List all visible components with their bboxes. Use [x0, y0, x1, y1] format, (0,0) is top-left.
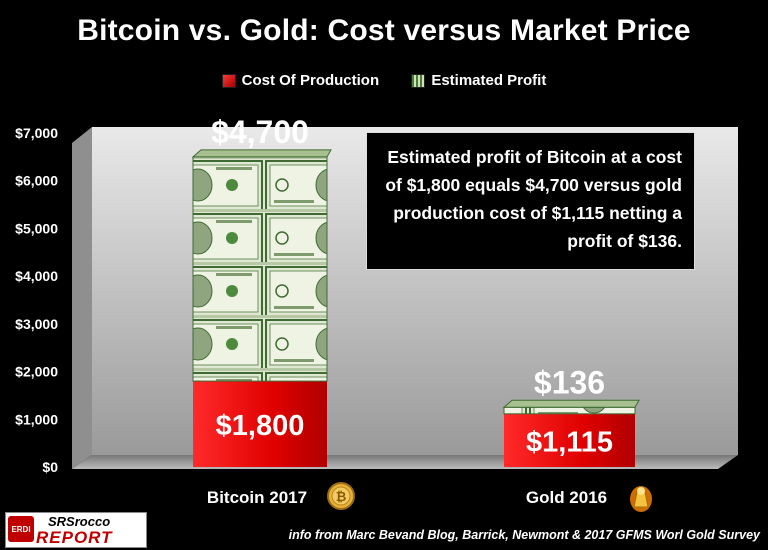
logo-mark: ERDI [8, 516, 34, 542]
x-category-label: Gold 2016 [526, 488, 607, 507]
data-label-profit: $136 [534, 364, 605, 400]
y-tick-label: $4,000 [15, 268, 58, 284]
chart-title: Bitcoin vs. Gold: Cost versus Market Pri… [77, 14, 691, 47]
logo-line2: REPORT [36, 528, 113, 547]
y-tick-label: $0 [42, 459, 58, 475]
data-label-profit: $4,700 [211, 114, 309, 150]
legend-item-profit: Estimated Profit [411, 72, 546, 89]
gold-bar-icon [630, 486, 652, 512]
logo-line1: SRSrocco [48, 514, 111, 529]
bar-profit [503, 406, 636, 415]
y-tick-label: $3,000 [15, 316, 58, 332]
annotation-callout: Estimated profit of Bitcoin at a cost of… [366, 132, 695, 270]
x-axis: Bitcoin 2017 Gold 2016 [207, 488, 607, 507]
bar-labels: $1,800 $4,700 $1,115 $136 [211, 114, 613, 459]
legend: Cost Of Production Estimated Profit [0, 72, 768, 92]
y-axis: $0 $1,000 $2,000 $3,000 $4,000 $5,000 $6,000 $7… [15, 125, 58, 475]
x-category-label: Bitcoin 2017 [207, 488, 307, 507]
bar-cost [504, 413, 635, 467]
y-tick-label: $1,000 [15, 411, 58, 427]
y-tick-label: $7,000 [15, 125, 58, 141]
data-label-cost: $1,800 [216, 410, 305, 442]
svg-text:₿: ₿ [336, 490, 347, 505]
bar-profit [192, 156, 328, 382]
bar-profit-top [191, 149, 332, 158]
y-tick-label: $6,000 [15, 173, 58, 189]
srsrocco-logo: ERDI SRSrocco REPORT [5, 512, 147, 548]
y-tick-label: $5,000 [15, 220, 58, 236]
bitcoin-coin-icon: ₿ [327, 482, 355, 510]
legend-label-profit: Estimated Profit [431, 72, 547, 89]
source-note: info from Marc Bevand Blog, Barrick, New… [288, 528, 760, 542]
legend-swatch-cost [221, 73, 236, 88]
bar-cost [193, 381, 327, 467]
bars [191, 149, 640, 467]
chart-floor [72, 455, 738, 469]
legend-swatch-profit [411, 73, 426, 88]
legend-label-cost: Cost Of Production [241, 72, 380, 89]
legend-item-cost: Cost Of Production [221, 72, 380, 89]
bar-profit-top [502, 399, 640, 408]
chart-side-wall [72, 127, 92, 469]
data-label-cost: $1,115 [526, 426, 613, 458]
y-tick-label: $2,000 [15, 364, 58, 380]
